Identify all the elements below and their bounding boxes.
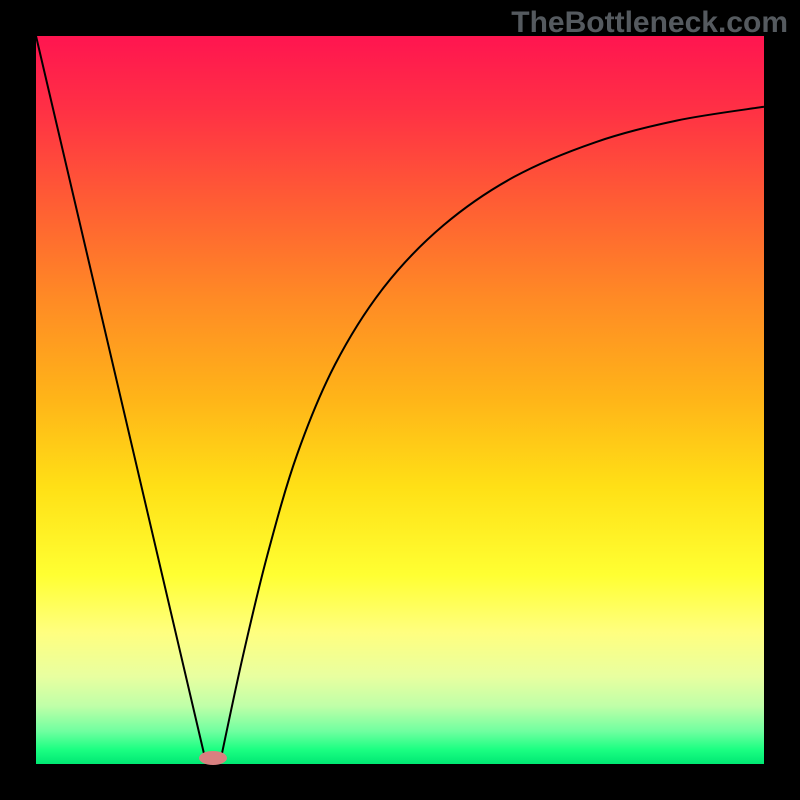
watermark-text: TheBottleneck.com: [511, 6, 788, 40]
chart-container: TheBottleneck.com: [0, 0, 800, 800]
bottleneck-curve-chart: [0, 0, 800, 800]
gradient-background: [36, 36, 764, 764]
minimum-marker: [199, 751, 227, 765]
